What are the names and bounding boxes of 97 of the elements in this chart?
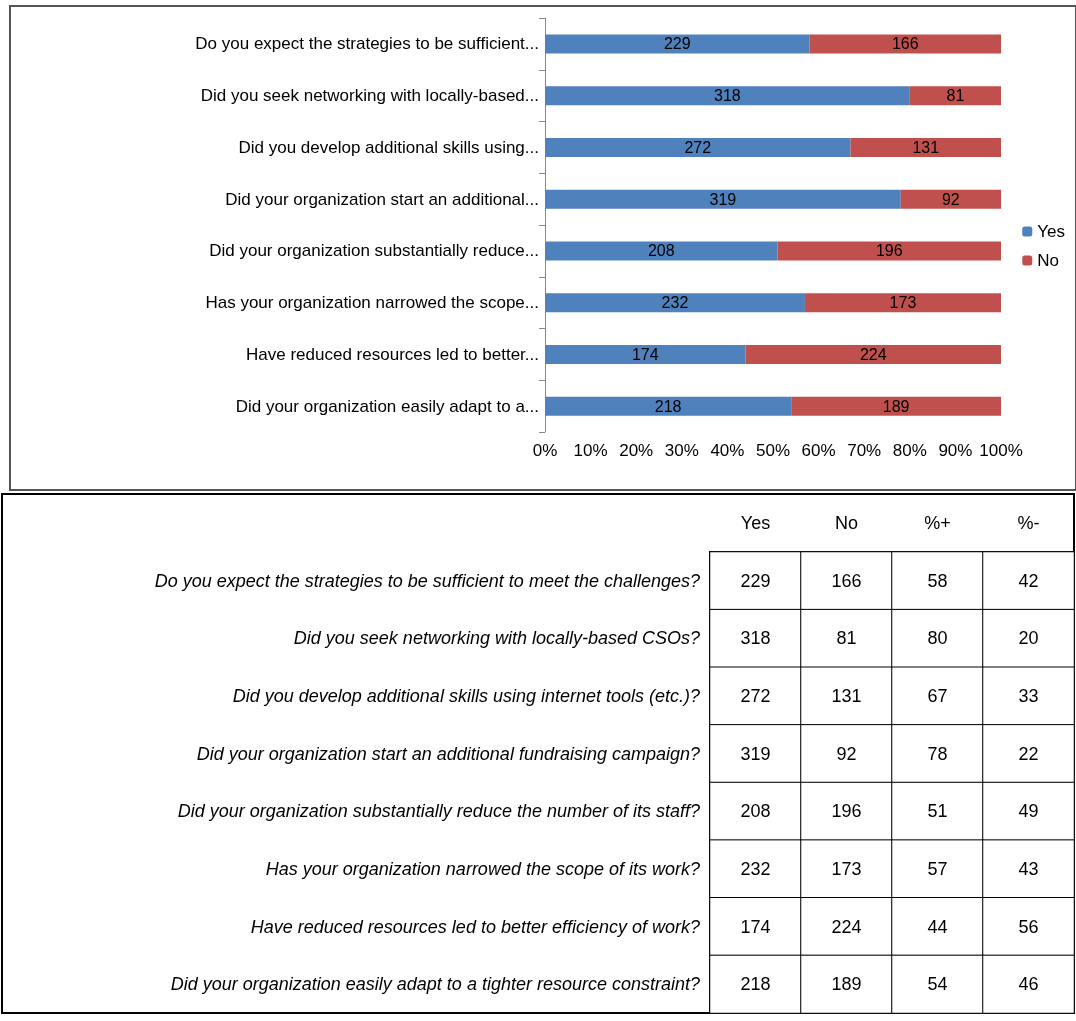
bar <box>900 189 1001 209</box>
annotation: 318 <box>714 87 741 105</box>
data-label: 33 <box>1018 686 1039 707</box>
bar <box>545 241 778 261</box>
annotation: 272 <box>684 138 712 156</box>
bar <box>545 137 851 157</box>
data-label: 22 <box>1018 743 1039 764</box>
x-tick-label: No <box>834 513 859 533</box>
y-tick-label: Do you expect the strategies to be sufficient... <box>195 34 539 54</box>
annotation: 218 <box>654 397 682 415</box>
data-label: 224 <box>831 916 862 937</box>
data-label: 57 <box>927 858 948 879</box>
annotation: 173 <box>889 294 917 312</box>
annotation: 81 <box>946 87 965 105</box>
x-tick-label: %- <box>1017 513 1040 533</box>
bar <box>745 344 1001 364</box>
data-label: 131 <box>831 686 862 707</box>
data-label: 43 <box>1018 858 1039 879</box>
data-label: 174 <box>740 916 771 937</box>
legend-label: Yes <box>1037 222 1065 241</box>
annotation: 92 <box>941 190 960 208</box>
x-tick-label: 30% <box>664 441 699 460</box>
bar <box>545 293 805 313</box>
bar <box>545 189 901 209</box>
x-tick-label: 60% <box>801 441 836 460</box>
data-label: 56 <box>1018 916 1039 937</box>
annotation: 131 <box>912 138 940 156</box>
bar <box>777 241 1001 261</box>
y-tick-label: Have reduced resources led to better... <box>246 344 539 364</box>
data-label: 218 <box>740 974 771 995</box>
y-tick-label: Did you seek networking with locally-based... <box>200 86 539 106</box>
y-tick-label: Did your organization start an additional... <box>225 189 539 209</box>
x-tick-label: 40% <box>710 441 745 460</box>
annotation: 224 <box>859 345 887 363</box>
bar <box>809 34 1001 54</box>
y-tick-label: Did you develop additional skills using... <box>238 137 539 157</box>
data-label: 78 <box>927 743 948 764</box>
annotation: 232 <box>661 294 689 312</box>
data-label: 173 <box>831 858 862 879</box>
y-tick-label: Did you seek networking with locally-based CSOs? <box>293 628 700 649</box>
data-label: 81 <box>836 628 857 649</box>
x-tick-label: 100% <box>979 441 1023 460</box>
data-label: 20 <box>1018 628 1039 649</box>
annotation: 196 <box>875 242 903 260</box>
data-label: 92 <box>836 743 857 764</box>
y-tick-label: Do you expect the strategies to be sufficient to meet the challenges? <box>154 570 700 591</box>
x-tick-label: 0% <box>532 441 558 460</box>
y-tick-label: Did your organization substantially reduce the number of its staff? <box>177 801 700 822</box>
x-tick-label: 10% <box>573 441 608 460</box>
data-label: 166 <box>831 570 862 591</box>
annotation: 166 <box>891 35 919 53</box>
data-label: 67 <box>927 686 948 707</box>
data-label: 51 <box>927 801 948 822</box>
annotation: 189 <box>882 397 910 415</box>
bar <box>545 34 810 54</box>
x-tick-label: 70% <box>847 441 882 460</box>
bar <box>791 396 1001 416</box>
annotation: 208 <box>647 242 675 260</box>
data-label: 272 <box>740 686 771 707</box>
y-tick-label: Did you develop additional skills using internet tools (etc.)? <box>232 686 700 707</box>
data-label: 58 <box>927 570 948 591</box>
bar <box>545 396 792 416</box>
y-tick-label: Did your organization easily adapt to a tighter resource constraint? <box>170 974 700 995</box>
data-label: 44 <box>927 916 948 937</box>
bar <box>545 86 910 106</box>
annotation: 229 <box>663 35 691 53</box>
annotation: 174 <box>631 345 659 363</box>
y-tick-label: Did your organization substantially reduce... <box>209 241 539 261</box>
data-label: 229 <box>740 570 771 591</box>
data-label: 54 <box>927 974 948 995</box>
y-tick-label: Did your organization start an additional fundraising campaign? <box>196 743 700 764</box>
y-tick-label: Did your organization easily adapt to a... <box>235 396 539 416</box>
bar <box>545 344 746 364</box>
x-tick-label: %+ <box>924 513 951 533</box>
x-tick-label: Yes <box>740 513 771 533</box>
data-label: 42 <box>1018 570 1039 591</box>
data-label: 80 <box>927 628 948 649</box>
y-tick-label: Have reduced resources led to better efficiency of work? <box>250 916 700 937</box>
data-label: 208 <box>740 801 771 822</box>
bar <box>850 137 1001 157</box>
data-label: 319 <box>740 743 771 764</box>
data-label: 318 <box>740 628 771 649</box>
data-label: 196 <box>831 801 862 822</box>
x-tick-label: 90% <box>938 441 973 460</box>
x-tick-label: 20% <box>619 441 654 460</box>
x-tick-label: 80% <box>892 441 927 460</box>
y-tick-label: Has your organization narrowed the scope... <box>205 293 539 313</box>
data-label: 46 <box>1018 974 1039 995</box>
x-tick-label: 50% <box>755 441 791 460</box>
legend-label: No <box>1037 251 1059 270</box>
bar <box>909 86 1001 106</box>
annotation: 319 <box>709 190 737 208</box>
y-tick-label: Has your organization narrowed the scope of its work? <box>265 858 700 879</box>
data-label: 49 <box>1018 801 1039 822</box>
bar <box>804 293 1001 313</box>
data-label: 232 <box>740 858 771 879</box>
data-label: 189 <box>831 974 862 995</box>
